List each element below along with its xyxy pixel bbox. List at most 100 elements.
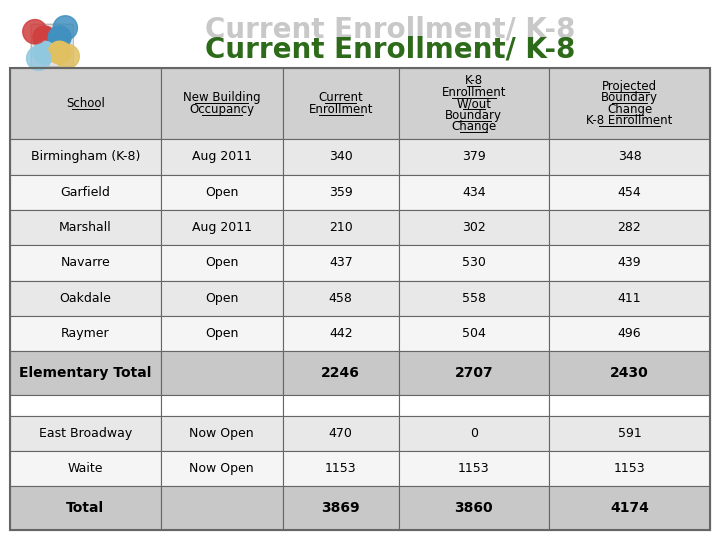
Bar: [161, 281, 283, 316]
Bar: [161, 68, 283, 139]
Bar: [549, 174, 710, 210]
Bar: [398, 174, 549, 210]
Text: East Broadway: East Broadway: [39, 427, 132, 440]
Text: K-8 Enrollment: K-8 Enrollment: [586, 114, 672, 127]
Bar: [10, 316, 161, 352]
Text: Change: Change: [607, 103, 652, 116]
Bar: [398, 451, 549, 487]
Text: Projected: Projected: [602, 80, 657, 93]
Bar: [161, 174, 283, 210]
Text: Current Enrollment/ K-8: Current Enrollment/ K-8: [204, 16, 575, 44]
Text: 437: 437: [329, 256, 353, 269]
Text: 1153: 1153: [613, 462, 645, 475]
Text: Navarre: Navarre: [60, 256, 110, 269]
Text: 0: 0: [469, 427, 478, 440]
Bar: [161, 395, 283, 416]
Bar: [10, 210, 161, 245]
Text: 282: 282: [618, 221, 642, 234]
Circle shape: [33, 41, 56, 64]
Text: 2246: 2246: [321, 366, 360, 380]
Bar: [161, 245, 283, 281]
Text: Boundary: Boundary: [601, 91, 658, 104]
Text: Open: Open: [205, 327, 238, 340]
Bar: [398, 68, 549, 139]
Bar: [283, 210, 398, 245]
Text: W/out: W/out: [456, 97, 491, 110]
Text: 1153: 1153: [458, 462, 490, 475]
Text: Enrollment: Enrollment: [308, 103, 373, 116]
Text: 210: 210: [329, 221, 353, 234]
Text: Garfield: Garfield: [60, 186, 110, 199]
Text: Total: Total: [66, 501, 104, 515]
Text: 442: 442: [329, 327, 353, 340]
Bar: [161, 316, 283, 352]
Bar: [283, 281, 398, 316]
Bar: [549, 416, 710, 451]
Bar: [31, 24, 73, 66]
Text: Now Open: Now Open: [189, 462, 254, 475]
Bar: [549, 245, 710, 281]
Bar: [398, 281, 549, 316]
Bar: [549, 281, 710, 316]
Text: 504: 504: [462, 327, 486, 340]
Bar: [10, 451, 161, 487]
Bar: [549, 68, 710, 139]
Bar: [10, 416, 161, 451]
Bar: [283, 245, 398, 281]
Bar: [10, 395, 161, 416]
Circle shape: [55, 44, 79, 69]
Bar: [10, 68, 710, 530]
Text: 302: 302: [462, 221, 485, 234]
Circle shape: [33, 26, 56, 49]
Text: Aug 2011: Aug 2011: [192, 221, 252, 234]
Bar: [161, 487, 283, 530]
Bar: [10, 245, 161, 281]
Bar: [10, 281, 161, 316]
Text: 530: 530: [462, 256, 486, 269]
Bar: [398, 210, 549, 245]
Text: 340: 340: [329, 150, 353, 164]
Text: Enrollment: Enrollment: [441, 86, 506, 99]
Bar: [398, 352, 549, 395]
Text: Aug 2011: Aug 2011: [192, 150, 252, 164]
Bar: [398, 245, 549, 281]
Text: Open: Open: [205, 186, 238, 199]
Text: 411: 411: [618, 292, 642, 305]
Bar: [549, 395, 710, 416]
Text: Waite: Waite: [68, 462, 103, 475]
Text: 379: 379: [462, 150, 485, 164]
Bar: [283, 395, 398, 416]
Text: Now Open: Now Open: [189, 427, 254, 440]
Text: 348: 348: [618, 150, 642, 164]
Text: 359: 359: [329, 186, 353, 199]
Text: 434: 434: [462, 186, 485, 199]
Text: K-8: K-8: [464, 74, 483, 87]
Bar: [161, 210, 283, 245]
Bar: [283, 451, 398, 487]
Bar: [398, 416, 549, 451]
Text: Boundary: Boundary: [445, 109, 503, 122]
Bar: [161, 416, 283, 451]
Bar: [10, 487, 161, 530]
Bar: [10, 352, 161, 395]
Text: 458: 458: [329, 292, 353, 305]
Bar: [283, 316, 398, 352]
Circle shape: [48, 41, 71, 64]
Text: 4174: 4174: [610, 501, 649, 515]
Bar: [283, 487, 398, 530]
Bar: [161, 352, 283, 395]
Text: Open: Open: [205, 256, 238, 269]
Bar: [549, 352, 710, 395]
Text: 439: 439: [618, 256, 642, 269]
Text: Change: Change: [451, 120, 496, 133]
Bar: [10, 139, 161, 174]
Bar: [10, 174, 161, 210]
Bar: [283, 352, 398, 395]
Bar: [161, 139, 283, 174]
Bar: [549, 210, 710, 245]
Text: Marshall: Marshall: [59, 221, 112, 234]
Text: 2707: 2707: [454, 366, 493, 380]
Bar: [549, 139, 710, 174]
Text: 3869: 3869: [321, 501, 360, 515]
Bar: [398, 139, 549, 174]
